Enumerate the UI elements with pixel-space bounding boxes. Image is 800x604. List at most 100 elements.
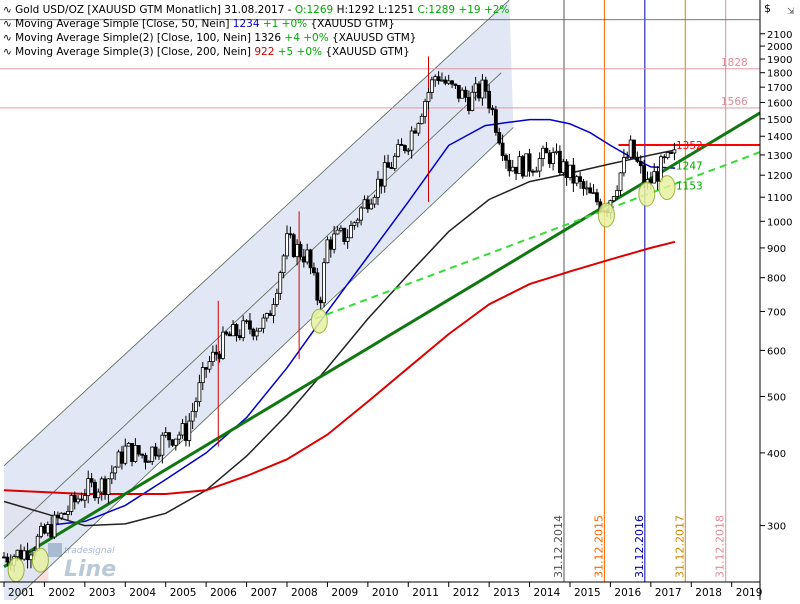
candle[interactable] (652, 171, 657, 184)
candle[interactable] (429, 79, 434, 93)
candle[interactable] (123, 445, 128, 464)
candle[interactable] (214, 351, 219, 355)
candle[interactable] (251, 328, 256, 337)
candle[interactable] (500, 142, 505, 156)
candle[interactable] (291, 234, 296, 258)
candle[interactable] (531, 170, 535, 173)
candle[interactable] (207, 361, 212, 370)
candle[interactable] (571, 164, 576, 184)
candle[interactable] (618, 172, 623, 191)
candle[interactable] (72, 495, 77, 503)
candle[interactable] (672, 149, 677, 154)
candle[interactable] (177, 434, 182, 440)
candle[interactable] (325, 239, 330, 264)
legend-row-ma-3[interactable]: ∿ Moving Average Simple(3) [Close, 200, … (3, 46, 410, 58)
candle[interactable] (399, 144, 404, 146)
ma50-line[interactable] (44, 118, 676, 527)
candle[interactable] (264, 313, 269, 319)
candle[interactable] (274, 292, 279, 305)
candle[interactable] (365, 199, 370, 210)
candle[interactable] (298, 243, 303, 258)
candle[interactable] (241, 320, 246, 339)
candle[interactable] (406, 149, 411, 152)
candle[interactable] (510, 166, 515, 172)
ma200-line[interactable] (3, 240, 676, 495)
candle[interactable] (308, 249, 313, 269)
candle[interactable] (234, 324, 239, 337)
chart-corner-icon[interactable]: ⇲ (787, 7, 795, 17)
candle[interactable] (628, 139, 633, 158)
candle[interactable] (419, 115, 424, 125)
candle[interactable] (527, 153, 532, 172)
candle[interactable] (362, 199, 367, 209)
candle[interactable] (103, 478, 107, 495)
candle[interactable] (359, 207, 364, 221)
candle[interactable] (133, 445, 138, 462)
candle[interactable] (126, 442, 131, 447)
candle[interactable] (386, 162, 390, 168)
candle[interactable] (22, 550, 27, 560)
candle[interactable] (389, 166, 394, 169)
candle[interactable] (180, 423, 185, 436)
candle[interactable] (227, 333, 232, 337)
candle[interactable] (89, 478, 94, 483)
candle[interactable] (25, 550, 30, 561)
candle[interactable] (537, 158, 542, 172)
candle[interactable] (433, 76, 438, 81)
candle[interactable] (504, 155, 508, 161)
candle[interactable] (564, 161, 569, 178)
candle[interactable] (268, 313, 273, 316)
long-term-support-trendline[interactable] (3, 111, 761, 568)
candle[interactable] (456, 85, 461, 99)
candle[interactable] (52, 514, 57, 538)
candle[interactable] (507, 159, 512, 172)
candle[interactable] (490, 107, 495, 111)
candle[interactable] (288, 233, 293, 236)
candle[interactable] (318, 299, 323, 304)
candle[interactable] (167, 432, 171, 441)
candle[interactable] (76, 498, 81, 503)
candle[interactable] (113, 466, 118, 474)
candle[interactable] (595, 192, 599, 203)
candle[interactable] (315, 272, 320, 301)
candle[interactable] (467, 96, 471, 111)
candle[interactable] (625, 156, 630, 159)
candle[interactable] (520, 156, 525, 177)
candle[interactable] (184, 423, 188, 441)
candle[interactable] (86, 478, 91, 496)
candle[interactable] (551, 152, 556, 164)
legend-row-ma-2[interactable]: ∿ Moving Average Simple(2) [Close, 100, … (3, 32, 416, 44)
candle[interactable] (524, 153, 529, 177)
candle[interactable] (416, 123, 421, 134)
candle[interactable] (200, 367, 205, 384)
candle[interactable] (541, 147, 545, 159)
candle[interactable] (615, 190, 620, 197)
candle[interactable] (345, 237, 350, 242)
candle[interactable] (584, 187, 589, 190)
candle[interactable] (534, 170, 539, 173)
candle[interactable] (295, 243, 300, 258)
candle[interactable] (42, 525, 47, 534)
candle[interactable] (514, 166, 518, 174)
candle[interactable] (487, 90, 492, 109)
candle[interactable] (69, 495, 74, 512)
candle[interactable] (632, 139, 636, 158)
candle[interactable] (173, 438, 178, 446)
candle[interactable] (237, 335, 242, 339)
legend-row-ma-1[interactable]: ∿ Moving Average Simple [Close, 50, Nein… (3, 18, 395, 30)
candle[interactable] (96, 491, 101, 499)
candle[interactable] (544, 147, 549, 154)
candle[interactable] (578, 176, 582, 183)
candle[interactable] (621, 157, 626, 174)
candle[interactable] (352, 222, 357, 226)
candle[interactable] (248, 320, 252, 330)
candle[interactable] (379, 178, 384, 187)
candle[interactable] (170, 439, 175, 446)
candle[interactable] (261, 317, 266, 329)
candle[interactable] (382, 162, 387, 187)
candle[interactable] (49, 524, 54, 538)
candle[interactable] (665, 152, 670, 158)
candle[interactable] (130, 442, 134, 462)
candle[interactable] (369, 203, 374, 210)
candle[interactable] (588, 187, 593, 194)
